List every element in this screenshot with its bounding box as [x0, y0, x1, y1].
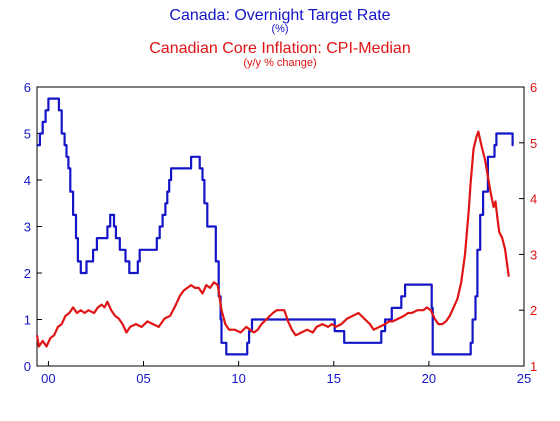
- series-line-1: [37, 97, 514, 356]
- x-tick-label: 05: [136, 371, 150, 386]
- x-tick-label: 15: [327, 371, 341, 386]
- x-tick-label: 00: [41, 371, 55, 386]
- series-layer: [35, 97, 514, 356]
- x-axis-ticks: 00 05 10 15 20 25: [41, 361, 531, 386]
- chart-title-unit-2: (y/y % change): [243, 57, 316, 69]
- left-tick-label: 2: [24, 266, 31, 281]
- chart-title-line-1: Canada: Overnight Target Rate: [169, 7, 390, 24]
- right-tick-label: 5: [530, 136, 537, 151]
- series-line-2: [35, 130, 510, 348]
- right-tick-label: 3: [530, 247, 537, 262]
- x-tick-label: 25: [517, 371, 531, 386]
- chart-title-unit-1: (%): [271, 23, 288, 35]
- right-tick-label: 2: [530, 303, 537, 318]
- right-axis-ticks: 1 2 3 4 5 6: [519, 80, 537, 374]
- chart-title-line-2: Canadian Core Inflation: CPI-Median: [149, 40, 410, 57]
- right-tick-label: 6: [530, 80, 537, 95]
- left-tick-label: 6: [24, 80, 31, 95]
- left-tick-label: 1: [24, 313, 31, 328]
- left-tick-label: 0: [24, 359, 31, 374]
- x-tick-label: 10: [231, 371, 245, 386]
- left-tick-label: 5: [24, 127, 31, 142]
- left-tick-label: 3: [24, 220, 31, 235]
- left-tick-label: 4: [24, 173, 31, 188]
- right-tick-label: 1: [530, 359, 537, 374]
- x-tick-label: 20: [422, 371, 436, 386]
- left-axis-ticks: 0 1 2 3 4 5 6: [24, 80, 42, 374]
- right-tick-label: 4: [530, 192, 537, 207]
